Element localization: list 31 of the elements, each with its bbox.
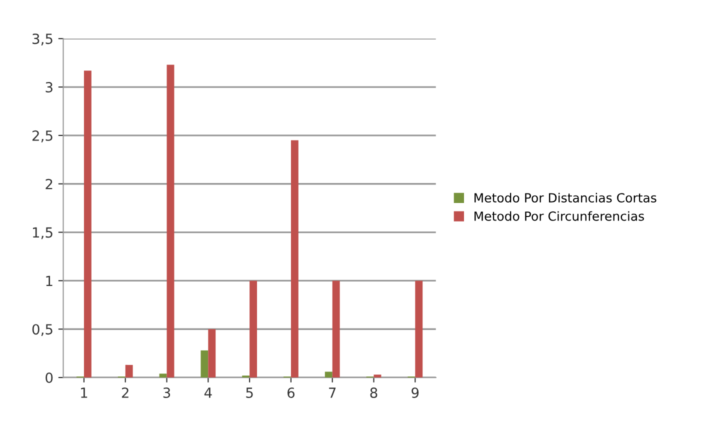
- bar: [415, 280, 423, 378]
- y-tick-label: 1,5: [32, 227, 52, 240]
- x-tick-label: 9: [412, 387, 419, 398]
- x-tick-label: 4: [204, 388, 212, 398]
- bar: [250, 280, 258, 378]
- y-tick-label: 3,5: [32, 34, 52, 46]
- legend-label: Metodo Por Circunferencias: [474, 211, 644, 221]
- y-tick-label: 1: [46, 276, 52, 286]
- x-tick-label: 1: [81, 388, 88, 398]
- y-tick-label: 0: [46, 372, 53, 383]
- bar: [332, 280, 340, 378]
- legend-label: Metodo Por Distancias Cortas: [474, 192, 656, 203]
- x-tick-label: 6: [288, 387, 295, 398]
- bar: [125, 364, 133, 378]
- y-tick-label: 2,5: [32, 130, 52, 142]
- y-tick-label: 0,5: [32, 324, 52, 336]
- bar: [324, 372, 332, 378]
- bar: [84, 70, 92, 378]
- x-tick-label: 3: [163, 387, 170, 398]
- x-tick-label: 5: [246, 388, 253, 398]
- y-tick-label: 3: [46, 82, 52, 92]
- bar: [200, 350, 208, 378]
- bar: [159, 374, 167, 378]
- y-tick-label: 2: [46, 178, 52, 190]
- bar: [374, 374, 382, 378]
- bar: [166, 64, 174, 378]
- x-tick-label: 8: [370, 387, 378, 398]
- bar: [290, 140, 298, 378]
- bar: [208, 329, 216, 378]
- x-tick-label: 2: [122, 387, 128, 398]
- x-tick-label: 7: [329, 388, 336, 398]
